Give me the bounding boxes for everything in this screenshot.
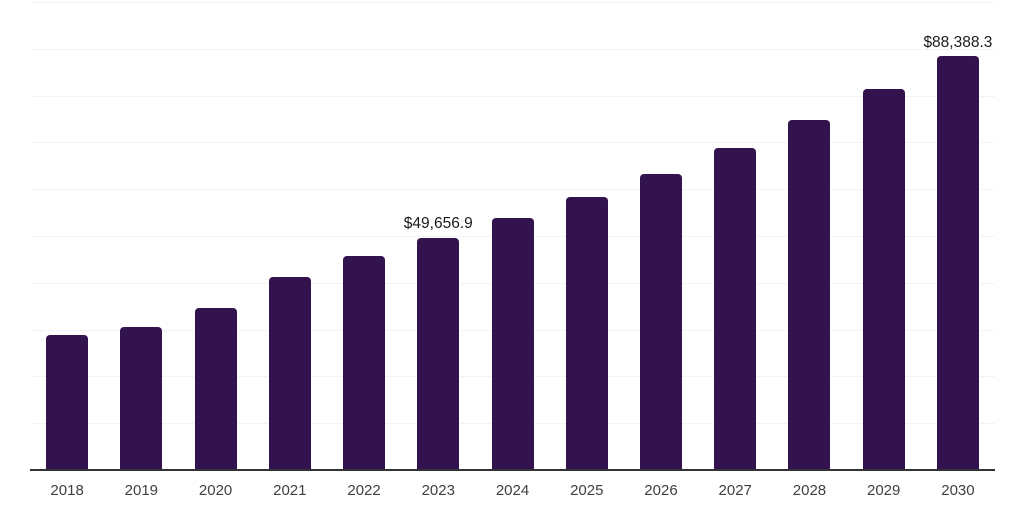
bar-slot <box>772 2 846 470</box>
gridline <box>30 189 995 191</box>
gridline <box>30 2 995 3</box>
bar-2024 <box>491 217 534 470</box>
bar-2025 <box>565 197 608 470</box>
bar-slot <box>327 2 401 470</box>
bar-slot <box>30 2 104 470</box>
x-axis-labels: 2018 2019 2020 2021 2022 2023 2024 2025 2026 2027… <box>30 481 995 500</box>
x-tick-label: 2019 <box>124 482 159 499</box>
x-tick-label: 2024 <box>495 482 530 499</box>
bar-2029 <box>862 89 905 470</box>
bar-slot <box>104 2 178 470</box>
gridline <box>30 48 995 50</box>
bar-slot <box>698 2 772 470</box>
plot-area: $49,656.9 $88,388.3 <box>30 2 995 471</box>
x-tick-label: 2018 <box>50 482 84 499</box>
x-tick-label: 2022 <box>347 482 381 499</box>
bar-2028 <box>788 119 831 470</box>
bar-slot <box>550 2 624 470</box>
bar-2021 <box>268 277 311 470</box>
x-tick-label: 2021 <box>273 482 307 499</box>
bar-slot <box>253 2 327 470</box>
bars-container: $49,656.9 $88,388.3 <box>30 2 995 470</box>
gridline <box>30 95 995 97</box>
bar-slot <box>475 2 549 470</box>
bar-2023 <box>417 237 460 470</box>
bar-2026 <box>639 174 682 470</box>
bar-slot <box>847 2 921 470</box>
bar-slot <box>624 2 698 470</box>
x-tick-label: 2020 <box>198 482 233 499</box>
bar-2022 <box>343 255 386 470</box>
x-tick-label: 2027 <box>718 482 752 499</box>
x-tick-label: 2028 <box>792 482 827 499</box>
bar-2027 <box>714 148 757 470</box>
bar-2019 <box>120 327 163 470</box>
bar-2020 <box>194 307 237 470</box>
x-tick-label: 2025 <box>570 482 604 499</box>
x-tick-label: 2030 <box>941 482 975 499</box>
x-tick-label: 2026 <box>644 482 678 499</box>
bar-value-label: $49,656.9 <box>403 215 473 233</box>
bar-2018 <box>46 335 89 470</box>
x-axis-line <box>30 469 995 471</box>
x-tick-label: 2023 <box>421 482 455 499</box>
x-tick-label: 2029 <box>867 482 901 499</box>
gridline <box>30 142 995 144</box>
bar-slot <box>178 2 252 470</box>
bar-value-label: $88,388.3 <box>923 33 993 51</box>
bar-slot: $49,656.9 <box>401 2 475 470</box>
bar-slot: $88,388.3 <box>921 2 995 470</box>
bar-2030 <box>936 56 979 470</box>
